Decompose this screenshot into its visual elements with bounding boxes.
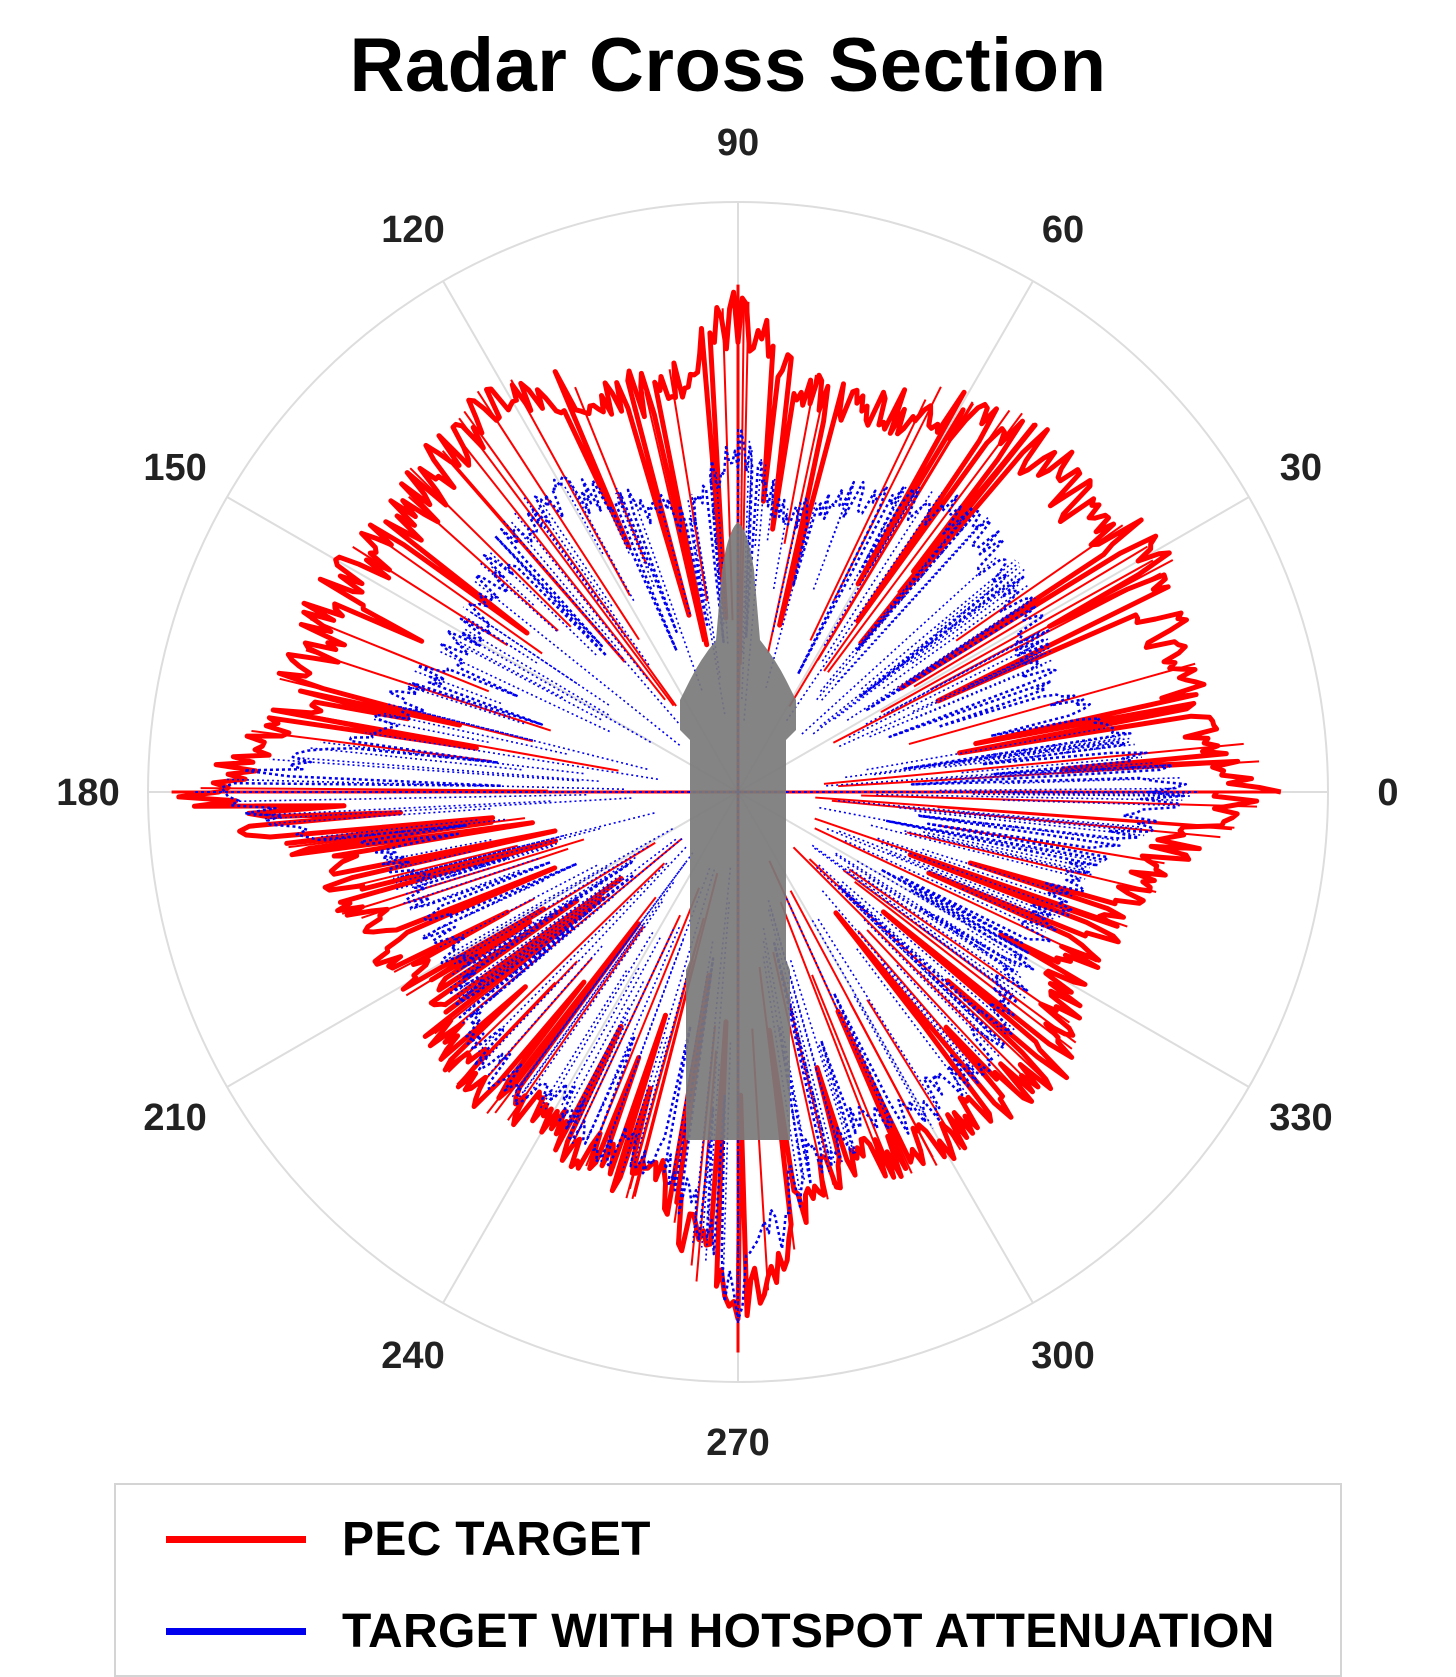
hotspot-attenuation-spike [814, 496, 849, 589]
pec-target-spike [201, 788, 548, 791]
legend-label-pec: PEC TARGET [342, 1512, 651, 1567]
angle-tick-label: 180 [56, 772, 119, 814]
hotspot-attenuation-spike [839, 831, 1061, 917]
pec-target-spike [645, 391, 703, 641]
hotspot-attenuation-spike [455, 639, 563, 697]
hotspot-attenuation-spike [237, 795, 586, 801]
pec-target-spike [898, 423, 1034, 592]
hotspot-attenuation-spike [870, 660, 1053, 737]
hotspot-attenuation-spike [616, 493, 654, 587]
polar-chart: 0 30 60 90 120 150 180 210 240 270 300 330 [0, 0, 1456, 1480]
angle-tick-label: 210 [143, 1097, 206, 1139]
hotspot-attenuation-spike [463, 628, 608, 715]
hotspot-attenuation-spike [940, 788, 1180, 790]
pec-target-spike [791, 891, 933, 1158]
legend: PEC TARGET TARGET WITH HOTSPOT ATTENUATI… [114, 1483, 1342, 1677]
legend-label-hotspot: TARGET WITH HOTSPOT ATTENUATION [342, 1604, 1275, 1659]
hotspot-attenuation-spike [456, 643, 601, 720]
angle-tick-label: 150 [143, 447, 206, 489]
angle-tick-label: 270 [706, 1422, 769, 1464]
legend-item-hotspot: TARGET WITH HOTSPOT ATTENUATION [166, 1601, 1275, 1661]
hotspot-attenuation-spike [849, 638, 1050, 737]
hotspot-attenuation-spike [817, 518, 972, 700]
angle-tick-label: 330 [1269, 1097, 1332, 1139]
angle-tick-label: 30 [1280, 447, 1322, 489]
angle-tick-label: 60 [1042, 209, 1084, 251]
angle-tick-label: 90 [717, 122, 759, 164]
legend-swatch-pec [166, 1536, 306, 1543]
hotspot-attenuation-spike [365, 733, 658, 780]
hotspot-attenuation-spike [270, 759, 579, 781]
angle-tick-label: 0 [1377, 772, 1398, 814]
hotspot-attenuation-spike [790, 999, 829, 1155]
legend-swatch-hotspot [166, 1628, 306, 1635]
angle-tick-label: 240 [381, 1335, 444, 1377]
hotspot-attenuation-spike [850, 485, 907, 589]
hotspot-attenuation-spike [599, 487, 629, 553]
legend-item-pec: PEC TARGET [166, 1509, 651, 1569]
angle-tick-label: 120 [381, 209, 444, 251]
hotspot-attenuation-spike [565, 938, 660, 1116]
hotspot-attenuation-spike [439, 651, 609, 731]
angle-tick-label: 300 [1031, 1335, 1094, 1377]
hotspot-attenuation-spike [838, 801, 1141, 827]
